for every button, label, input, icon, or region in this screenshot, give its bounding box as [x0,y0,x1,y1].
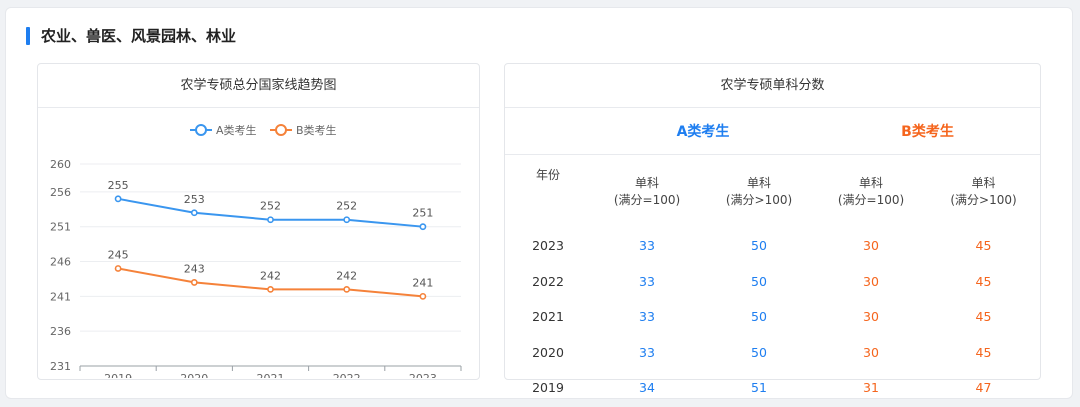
score-table: A类考生 B类考生 年份 单科 (满分=100) 单科 (满分>100) 单科 (满分… [505,108,1041,406]
data-point-a [267,216,274,224]
score-cell-a1: 33 [639,273,655,289]
y-tick-label: 251 [50,221,71,234]
legend-marker-a [195,124,207,136]
score-cell-b2: 45 [975,273,992,289]
col-a2-line1: 单科 [746,175,771,190]
score-cell-b2: 45 [975,238,992,254]
score-cell-b1: 31 [863,380,879,396]
data-point-b [419,292,427,300]
table-row: 2020 33 50 30 45 [505,335,1040,371]
legend-label-b: B类考生 [296,123,337,137]
data-point-b [114,265,122,272]
col-a1-line2: (满分=100) [613,192,681,207]
score-card: 农学专硕单科分数 A类考生 B类考生 年份 单科 (满分=100) 单科 (满分>1… [504,63,1041,395]
data-point-a [419,223,427,231]
year-cell: 2021 [532,309,564,325]
score-cell-b1: 30 [863,344,879,360]
col-a2-header: 单科 (满分>100) [703,155,815,229]
y-tick-label: 260 [50,158,71,171]
main-panel: 农业、兽医、风景园林、林业 农学专硕总分国家线趋势图 231 236 241 246 2… [5,7,1073,399]
col-b2-line2: (满分>100) [950,192,1017,207]
score-cell-b2: 45 [975,344,992,360]
data-point-b [267,285,274,293]
column-header-row: 年份 单科 (满分=100) 单科 (满分>100) 单科 (满分=100) 单科 (满… [505,155,1040,229]
score-cell-a1: 33 [639,309,655,325]
year-cell: 2023 [532,238,564,254]
score-cell-a1: 33 [639,238,655,254]
year-column-header: 年份 [505,155,591,229]
year-cell: 2020 [532,344,564,360]
data-point-a [114,195,122,203]
data-label-a: 251 [412,207,433,220]
data-label-b: 243 [184,262,205,275]
col-a2-line2: (满分>100) [725,192,793,207]
data-label-a: 252 [260,200,281,213]
col-a1-header: 单科 (满分=100) [591,155,703,229]
y-tick-label: 256 [50,186,71,199]
score-cell-a2: 51 [751,380,767,396]
score-card-title: 农学专硕单科分数 [505,64,1040,108]
col-b1-line2: (满分=100) [837,192,905,207]
col-b1-line1: 单科 [858,175,883,190]
score-cell-a1: 34 [639,380,655,396]
data-label-a: 252 [336,200,357,213]
y-tick-label: 241 [50,290,71,303]
y-tick-label: 231 [50,360,71,373]
data-point-a [343,216,351,224]
section-title: 农业、兽医、风景园林、林业 [41,27,237,45]
score-cell-a2: 50 [751,238,767,254]
score-cell-a2: 50 [751,309,767,325]
score-cell-a2: 50 [751,344,767,360]
year-cell: 2019 [532,380,564,396]
y-tick-label: 236 [50,325,71,338]
year-column-label: 年份 [535,168,560,182]
score-cell-b1: 30 [863,273,879,289]
year-cell: 2022 [532,273,564,289]
data-point-b [190,279,198,286]
group-a-header: A类考生 [591,108,815,155]
trend-line-chart: 231 236 241 246 251 256 260 2019 2020 2021 2022 202… [50,123,462,378]
table-row: 2019 34 51 31 47 [505,370,1040,406]
legend-label-a: A类考生 [216,123,257,137]
data-label-b: 241 [412,276,433,289]
legend-marker-b [275,124,287,136]
col-b1-header: 单科 (满分=100) [815,155,927,229]
x-tick-label: 2022 [333,372,361,378]
section-accent-bar [26,27,30,45]
data-point-b [343,285,351,293]
table-row: 2021 33 50 30 45 [505,299,1040,335]
x-tick-label: 2023 [409,372,437,378]
col-b2-header: 单科 (满分>100) [927,155,1040,229]
y-tick-label: 246 [50,256,71,269]
score-cell-b2: 45 [975,309,992,325]
data-point-a [190,209,198,217]
score-cell-b1: 30 [863,309,879,325]
x-tick-label: 2021 [257,372,285,378]
score-cell-b1: 30 [863,238,879,254]
group-header-row: A类考生 B类考生 [505,108,1041,155]
x-tick-label: 2020 [180,372,208,378]
x-tick-label: 2019 [104,372,132,378]
table-row: 2022 33 50 30 45 [505,264,1040,300]
group-header-spacer [505,108,591,155]
score-cell-a1: 33 [639,344,655,360]
chart-card: 农学专硕总分国家线趋势图 231 236 241 246 251 256 260 2019 20… [37,63,480,380]
col-a1-line1: 单科 [634,175,659,190]
score-cell-a2: 50 [751,273,767,289]
data-label-b: 245 [108,248,129,261]
data-label-a: 253 [184,193,205,206]
data-label-b: 242 [336,269,357,282]
table-row: 2023 33 50 30 45 [505,228,1040,264]
score-cell-b2: 47 [975,380,992,396]
col-b2-line1: 单科 [971,175,996,190]
group-b-header: B类考生 [815,108,1041,155]
data-label-b: 242 [260,269,281,282]
data-label-a: 255 [108,179,129,192]
chart-card-title: 农学专硕总分国家线趋势图 [38,64,479,108]
